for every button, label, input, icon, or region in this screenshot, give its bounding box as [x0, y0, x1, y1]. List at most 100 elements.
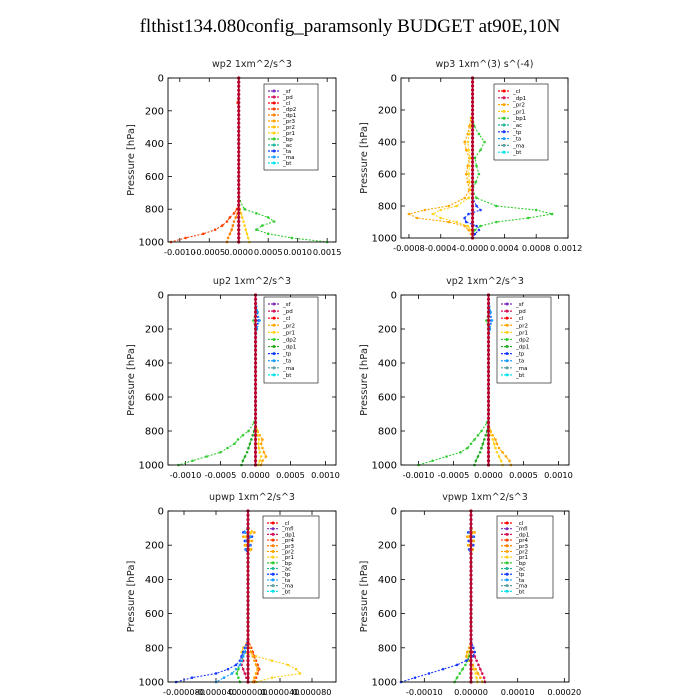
data-point [447, 204, 451, 208]
data-point [246, 590, 250, 594]
legend-marker [272, 337, 276, 341]
legend-label: _pr2 [512, 103, 525, 109]
data-point [470, 136, 475, 140]
legend-label: _bt [515, 373, 525, 379]
data-point [501, 450, 504, 454]
data-point [468, 156, 472, 160]
legend-marker [505, 584, 509, 588]
legend-marker [272, 101, 276, 105]
data-point [473, 655, 477, 658]
data-point [191, 459, 194, 463]
data-point [290, 236, 294, 240]
data-point [246, 599, 250, 603]
data-point [445, 455, 448, 458]
legend-marker [502, 103, 506, 107]
x-tick-label: 0.0004 [490, 243, 519, 253]
data-point [246, 526, 250, 530]
data-point [237, 162, 241, 166]
x-tick-label: 0.0015 [313, 247, 342, 257]
legend-marker [505, 309, 509, 313]
data-point [480, 446, 483, 450]
legend-label: _pd [515, 309, 526, 315]
data-point [241, 535, 245, 538]
data-point [469, 654, 473, 658]
data-point [253, 403, 258, 408]
data-point [486, 335, 491, 340]
data-point [469, 641, 473, 646]
data-point [479, 208, 482, 212]
y-tick-label: 800 [378, 643, 397, 654]
legend-marker [272, 323, 276, 327]
legend-marker [271, 572, 275, 576]
data-point [447, 220, 451, 224]
data-point [469, 646, 473, 650]
data-point [469, 624, 473, 629]
data-point [470, 152, 475, 156]
legend-label: _bt [512, 150, 522, 156]
data-point [228, 232, 232, 236]
data-point [253, 659, 256, 662]
legend-label: _dp2 [282, 107, 296, 113]
data-point [259, 455, 263, 458]
data-point [237, 96, 241, 101]
x-tick-label: 0.00010 [501, 687, 535, 697]
legend-label: _tp [281, 572, 291, 578]
data-point [468, 164, 471, 168]
x-tick-label: 0.00000 [454, 687, 488, 697]
data-point [486, 297, 491, 301]
y-tick-label: 200 [378, 325, 397, 336]
legend-marker [272, 137, 276, 141]
y-tick-label: 800 [145, 205, 164, 216]
legend-label: _bp [515, 561, 526, 567]
legend-marker [272, 330, 276, 334]
data-point [255, 228, 258, 231]
data-point [253, 676, 256, 680]
legend-label: _pr1 [512, 109, 525, 115]
data-point [253, 433, 258, 437]
series-line-dp2 [178, 295, 257, 466]
legend-label: _dp1 [512, 96, 526, 102]
data-point [486, 433, 491, 437]
data-point [230, 672, 234, 675]
data-point [475, 196, 478, 200]
data-point [262, 450, 266, 454]
data-point [237, 92, 241, 96]
y-tick-label: 600 [145, 172, 164, 183]
series-line-dp2 [170, 78, 240, 243]
data-point [474, 459, 478, 463]
y-tick-label: 600 [145, 609, 164, 620]
data-point [455, 220, 458, 224]
legend-marker [505, 352, 509, 356]
x-tick-label: -0.0010 [170, 470, 202, 480]
data-point [237, 158, 241, 162]
series-line-tp [400, 511, 476, 683]
data-point [477, 132, 481, 136]
legend-label: _dp1 [515, 532, 529, 538]
data-point [466, 140, 470, 144]
data-point [470, 208, 475, 212]
x-tick-label: -0.00010 [406, 687, 443, 697]
data-point [470, 212, 475, 216]
data-point [266, 216, 270, 219]
data-point [469, 650, 473, 654]
x-tick-label: 0.0010 [283, 247, 312, 257]
data-point [469, 569, 473, 573]
data-point [243, 672, 247, 675]
legend-label: _ta [515, 578, 524, 584]
data-point [253, 327, 258, 331]
data-point [253, 331, 258, 335]
data-point [470, 164, 475, 168]
data-point [237, 121, 241, 125]
data-point [464, 148, 468, 152]
data-point [508, 459, 511, 463]
legend-marker [272, 95, 276, 99]
panel-title: wp3 1xm^(3) s^(-4) [435, 59, 533, 70]
x-tick-label: 0.0008 [522, 243, 551, 253]
legend-label: _pr1 [515, 330, 528, 336]
data-point [479, 667, 482, 671]
y-tick-label: 200 [145, 106, 164, 117]
data-point [486, 446, 491, 450]
data-point [470, 104, 475, 108]
legend-marker [505, 578, 509, 582]
